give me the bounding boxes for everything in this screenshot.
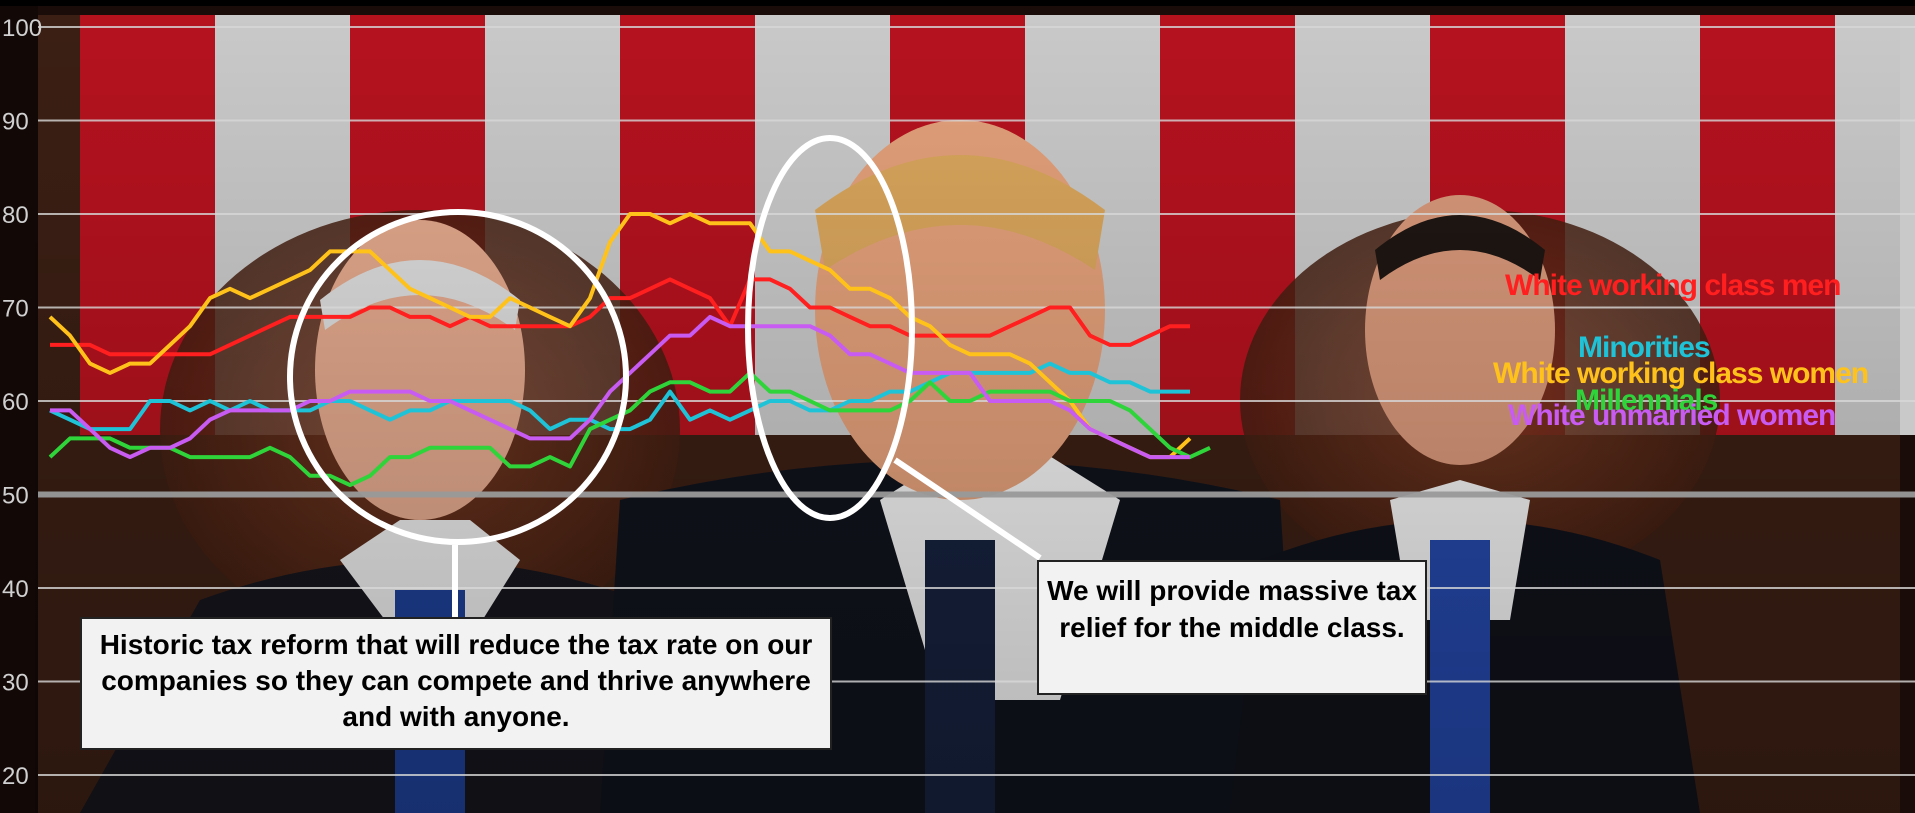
y-tick-label-30: 30: [2, 670, 29, 697]
series-line-4: [50, 314, 1190, 460]
y-tick-label-90: 90: [2, 109, 29, 136]
y-tick-label-20: 20: [2, 763, 29, 790]
series-label-4: White unmarried women: [1508, 399, 1835, 432]
series-label-2: White working class women: [1493, 357, 1868, 390]
y-tick-label-50: 50: [2, 483, 29, 510]
annotation-text-left: Historic tax reform that will reduce the…: [99, 629, 813, 732]
series-label-1: Minorities: [1578, 331, 1710, 364]
highlight-ellipse-left: [287, 209, 629, 545]
series-line-0: [50, 277, 1190, 357]
series-label-3: Millennials: [1575, 384, 1718, 417]
y-axis-tick-labels: 100 90 80 70 60 50 40 30 20: [2, 15, 42, 790]
highlight-markers: [287, 135, 1042, 617]
y-tick-label-40: 40: [2, 576, 29, 603]
highlight-ellipse-center: [745, 135, 915, 521]
connector-center: [893, 457, 1042, 561]
y-tick-label-80: 80: [2, 202, 29, 229]
series-line-2: [48, 212, 1192, 460]
chart-grid: [38, 26, 1915, 776]
series-lines: [48, 212, 1211, 488]
annotation-callout-left: Historic tax reform that will reduce the…: [80, 617, 832, 750]
series-label-0: White working class men: [1505, 269, 1840, 302]
series-line-3: [48, 370, 1211, 488]
annotation-text-right: We will provide massive tax relief for t…: [1047, 575, 1417, 643]
y-tick-label-60: 60: [2, 389, 29, 416]
y-tick-label-70: 70: [2, 296, 29, 323]
y-tick-label-100: 100: [2, 15, 42, 42]
annotation-callout-right: We will provide massive tax relief for t…: [1037, 560, 1427, 695]
